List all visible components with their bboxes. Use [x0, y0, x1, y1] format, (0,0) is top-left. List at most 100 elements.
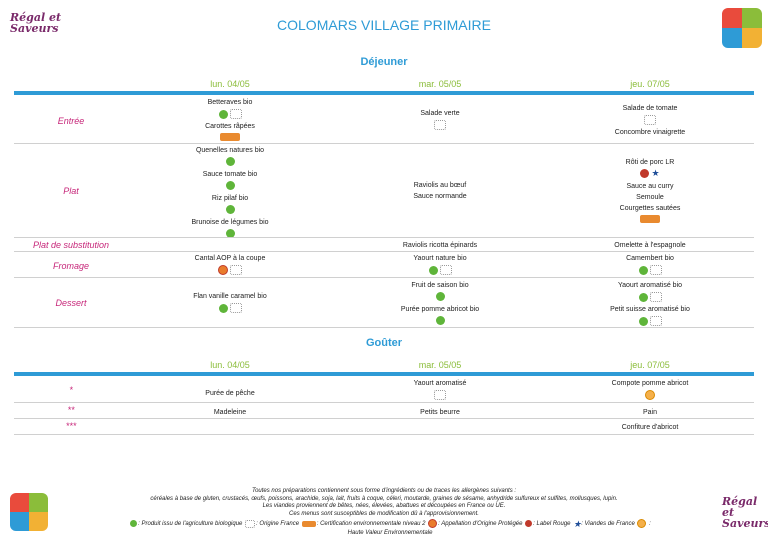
label-rouge-icon [525, 520, 533, 527]
viandes-de-france-icon: ★ [573, 519, 582, 529]
bio-icon [638, 292, 648, 302]
bio-icon [435, 292, 445, 301]
menu-item: Concombre vinaigrette [614, 129, 686, 136]
legend-lr: : Label Rouge [533, 521, 571, 528]
cell-plat-d3: Rôti de porc LR ★ Sauce au curry Semoule… [550, 158, 750, 228]
bio-icon [225, 181, 235, 190]
day-header-3: jeu. 07/05 [630, 79, 670, 89]
day-header-2: mar. 05/05 [418, 79, 462, 89]
origin-france-icon [434, 390, 446, 400]
viandes-de-france-icon: ★ [651, 168, 660, 178]
row-divider [14, 237, 754, 238]
cell-dessert-d2: Fruit de saison bio Purée pomme abricot … [340, 281, 540, 329]
menu-item: Petits beurre [420, 409, 460, 416]
row-divider [14, 402, 754, 403]
env-cert-icon [220, 133, 240, 141]
menu-item: Sauce normande [413, 193, 467, 200]
label-rouge-icon [640, 169, 650, 178]
hve-icon [637, 519, 647, 528]
legend-hve: Haute Valeur Environnementale [347, 530, 433, 537]
gouter-row-label: * [69, 385, 73, 395]
origin-france-icon [649, 316, 662, 326]
hve-icon [645, 390, 655, 400]
brand-tile-top-right [722, 8, 762, 48]
menu-item: Cantal AOP à la coupe [194, 255, 266, 262]
gouter-cell: Pain [550, 408, 750, 419]
cell-dessert-d3: Yaourt aromatisé bio Petit suisse aromat… [550, 281, 750, 329]
brand-logo-line2: Saveurs [10, 22, 59, 35]
origin-france-icon [439, 265, 452, 275]
row-divider [14, 251, 754, 252]
cell-entree-d1: Betteraves bio Carottes râpées [130, 98, 330, 146]
gouter-cell: Petits beurre [340, 408, 540, 419]
origin-france-icon [229, 303, 242, 313]
menu-item: Courgettes sautées [619, 205, 681, 212]
menu-item: Raviolis ricotta épinards [402, 242, 478, 249]
legend-vf: : Viandes de France [581, 521, 635, 528]
aop-icon [428, 519, 438, 528]
gouter-cell: Confiture d'abricot [550, 423, 750, 434]
menu-item: Sauce tomate bio [202, 171, 258, 178]
section-title-gouter: Goûter [365, 337, 403, 349]
bio-icon [225, 229, 235, 238]
menu-item: Brunoise de légumes bio [191, 219, 269, 226]
gouter-day-header-2: mar. 05/05 [418, 360, 462, 370]
bio-icon [225, 157, 235, 166]
brand-logo-line1-b: Régal et [722, 495, 758, 519]
label-legend: : Produit issu de l'agriculture biologiq… [60, 519, 720, 538]
menu-item: Yaourt nature bio [413, 255, 467, 262]
bio-icon [435, 316, 445, 325]
page-title: COLOMARS VILLAGE PRIMAIRE [277, 17, 491, 33]
menu-item: Semoule [636, 194, 664, 201]
cell-entree-d3: Salade de tomate Concombre vinaigrette [550, 104, 750, 139]
brand-logo-bottom-right: Régal et Saveurs [722, 496, 768, 529]
footer-line: Toutes nos préparations contiennent sous… [251, 488, 517, 494]
bio-icon [130, 520, 138, 527]
bio-icon [638, 316, 648, 326]
menu-item: Compote pomme abricot [611, 380, 689, 387]
bio-icon [218, 109, 228, 119]
day-header-1: lun. 04/05 [210, 79, 250, 89]
bio-icon [428, 265, 438, 275]
bio-icon [218, 303, 228, 313]
origin-france-icon [649, 292, 662, 302]
bio-icon [225, 205, 235, 214]
menu-item: Rôti de porc LR [625, 159, 675, 166]
origin-france-icon [649, 265, 662, 275]
gouter-row-label: ** [67, 405, 75, 415]
row-label-plat: Plat [63, 186, 79, 196]
row-label-entree: Entrée [57, 116, 85, 126]
menu-item: Omelette à l'espagnole [614, 242, 686, 249]
legend-env: : Certification environnementale niveau … [316, 521, 426, 528]
footer-line: céréales à base de gluten, crustacés, œu… [150, 495, 618, 502]
menu-item: Purée de pêche [205, 390, 255, 397]
legend-fr: : Origine France [256, 521, 300, 528]
menu-item: Raviolis au bœuf [413, 182, 467, 189]
brand-logo-top-left: Régal et Saveurs [10, 12, 61, 34]
row-divider [14, 143, 754, 144]
menu-item: Yaourt aromatisé bio [617, 282, 683, 289]
row-label-dessert: Dessert [55, 298, 87, 308]
cell-fromage-d3: Camembert bio [550, 254, 750, 278]
cell-substitution-d3: Omelette à l'espagnole [550, 241, 750, 252]
brand-logo-line1: Régal et [10, 11, 62, 24]
cell-plat-d1: Quenelles natures bio Sauce tomate bio R… [130, 146, 330, 242]
origin-france-icon [245, 519, 256, 528]
cell-fromage-d1: Cantal AOP à la coupe [130, 254, 330, 278]
bio-icon [638, 265, 648, 275]
gouter-row-label: *** [65, 421, 77, 431]
menu-item: Purée pomme abricot bio [400, 306, 480, 313]
menu-item: Carottes râpées [205, 123, 255, 130]
menu-item: Camembert bio [626, 255, 674, 262]
row-divider [14, 434, 754, 435]
menu-item: Betteraves bio [207, 99, 253, 106]
brand-tile-bottom-left [10, 493, 48, 531]
allergen-footer: Toutes nos préparations contiennent sous… [60, 488, 708, 518]
menu-item: Yaourt aromatisé [413, 380, 467, 387]
origin-france-icon [434, 120, 446, 130]
cell-fromage-d2: Yaourt nature bio [340, 254, 540, 278]
menu-item: Riz pilaf bio [211, 195, 249, 202]
gouter-cell: Compote pomme abricot [550, 379, 750, 403]
row-label-fromage: Fromage [52, 261, 89, 271]
menu-item: Salade verte [420, 110, 460, 117]
